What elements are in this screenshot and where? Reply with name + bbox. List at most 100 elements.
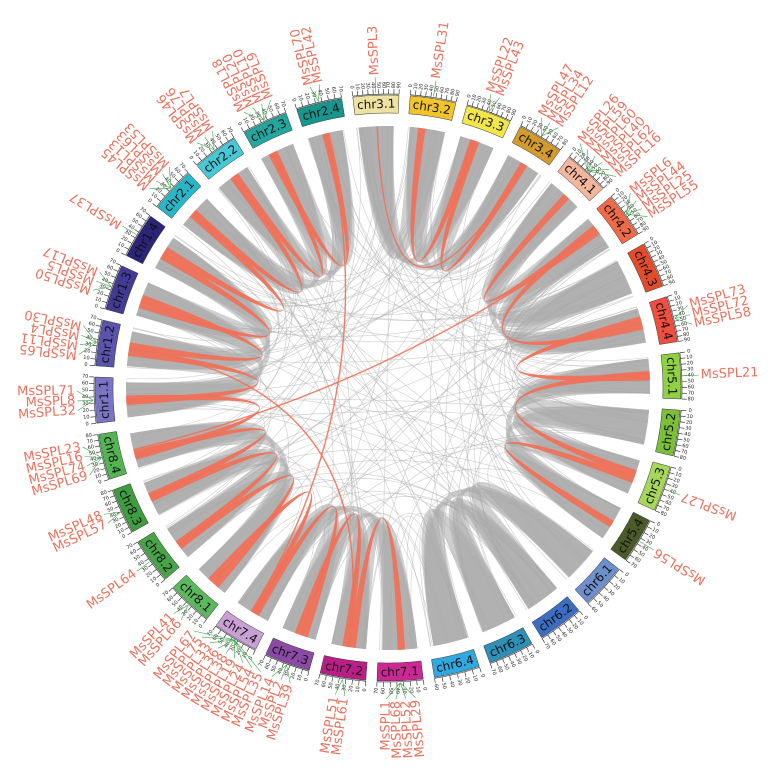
tick-label: 20 xyxy=(303,92,310,100)
tick-mark xyxy=(466,99,469,105)
chromosome-block xyxy=(376,660,424,682)
gene-marker xyxy=(201,636,235,641)
tick-axis xyxy=(569,156,604,189)
tick-label: 40 xyxy=(260,108,268,116)
tick-mark xyxy=(225,136,229,142)
chromosome-chr2.4: chr2.40 10 20 30 40 50 60 70 xyxy=(290,85,345,127)
chromosome-block xyxy=(649,296,678,345)
tick-mark xyxy=(500,111,504,117)
synteny-line xyxy=(513,285,650,394)
gene-marker xyxy=(489,97,500,112)
tick-label: 10 xyxy=(414,686,421,693)
tick-label: 80 xyxy=(561,138,570,147)
synteny-line xyxy=(126,126,411,395)
synteny-line xyxy=(169,242,618,321)
tick-label: 20 xyxy=(531,119,539,127)
gene-label: MsSPL64 xyxy=(84,566,140,612)
tick-label: 80 xyxy=(602,174,611,183)
synteny-line xyxy=(137,188,287,466)
tick-label: 40 xyxy=(394,688,400,695)
tick-mark xyxy=(659,499,665,503)
tick-label: 0 xyxy=(98,479,103,486)
tick-mark xyxy=(95,324,101,327)
gene-group-chr5.1: MsSPL21 xyxy=(682,365,759,383)
synteny-line xyxy=(218,158,516,588)
tick-label: 50 xyxy=(213,133,222,142)
tick-label: 10 xyxy=(674,471,682,479)
tick-mark xyxy=(203,152,207,157)
tick-mark xyxy=(535,129,539,135)
synteny-line xyxy=(184,222,592,554)
spl-synteny-ribbon xyxy=(440,139,528,271)
gene-marker xyxy=(180,604,189,621)
tick-label: 50 xyxy=(387,688,393,694)
tick-mark xyxy=(569,619,573,624)
tick-label: 20 xyxy=(186,613,195,622)
tick-mark xyxy=(625,560,631,564)
tick-label: 30 xyxy=(677,305,685,312)
tick-axis xyxy=(104,265,122,310)
gene-marker xyxy=(433,80,437,97)
spl-synteny-ribbon xyxy=(126,348,258,406)
tick-label: 50 xyxy=(168,171,177,180)
tick-mark xyxy=(651,254,656,258)
tick-mark xyxy=(486,106,489,112)
tick-mark xyxy=(288,665,291,670)
tick-mark xyxy=(165,187,170,192)
tick-label: 10 xyxy=(296,674,304,682)
tick-label: 10 xyxy=(296,94,304,102)
chromosome-block xyxy=(319,655,368,681)
tick-mark xyxy=(640,537,646,542)
tick-label: 70 xyxy=(444,87,451,94)
tick-mark xyxy=(212,625,216,631)
tick-label: 70 xyxy=(138,206,147,215)
tick-label: 70 xyxy=(662,505,670,513)
chromosome-ring: chr1.1010203040506070chr1.20102030405060… xyxy=(82,82,694,694)
synteny-line xyxy=(264,496,553,620)
tick-mark xyxy=(520,121,524,126)
synteny-line xyxy=(126,160,520,396)
chromosome-block xyxy=(660,352,682,400)
synteny-line xyxy=(363,513,490,649)
tick-mark xyxy=(657,269,663,272)
synteny-line xyxy=(214,491,535,606)
tick-mark xyxy=(434,678,436,684)
gene-marker xyxy=(122,225,137,235)
tick-label: 0 xyxy=(688,408,692,414)
synteny-line xyxy=(168,478,469,638)
tick-mark xyxy=(596,176,601,181)
tick-label: 50 xyxy=(547,128,555,137)
gene-marker xyxy=(625,192,631,215)
gene-group-chr1.4: MsSPL37 xyxy=(67,189,137,235)
tick-label: 70 xyxy=(374,687,380,694)
tick-mark xyxy=(655,264,661,267)
tick-label: 40 xyxy=(137,560,146,569)
gene-group-chr5.3: MsSPL27 xyxy=(664,489,739,523)
synteny-line xyxy=(379,126,393,650)
tick-mark xyxy=(471,101,474,107)
tick-mark xyxy=(673,314,679,317)
tick-mark xyxy=(179,173,184,178)
tick-label: 70 xyxy=(178,161,187,170)
synteny-line xyxy=(127,408,594,551)
tick-label: 50 xyxy=(688,378,695,384)
tick-label: 40 xyxy=(334,683,341,690)
gene-marker xyxy=(252,107,265,121)
tick-label: 80 xyxy=(679,455,687,462)
chromosome-label: chr5.2 xyxy=(659,412,679,452)
tick-label: 60 xyxy=(548,638,557,647)
tick-label: 0 xyxy=(94,303,99,310)
tick-label: 80 xyxy=(666,274,674,282)
synteny-line xyxy=(461,487,585,622)
tick-label: 30 xyxy=(91,461,99,468)
gene-label: MsSPL71 xyxy=(17,384,75,400)
tick-mark xyxy=(659,273,665,277)
tick-label: 20 xyxy=(359,83,366,90)
tick-label: 0 xyxy=(479,673,486,678)
